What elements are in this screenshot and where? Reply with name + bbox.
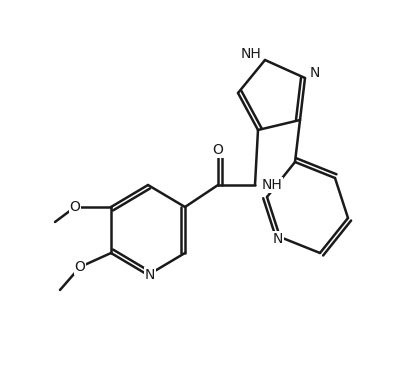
Text: NH: NH [240,47,261,61]
Text: N: N [145,268,155,282]
Text: O: O [74,260,85,274]
Text: O: O [212,143,223,157]
Text: N: N [310,66,320,80]
Text: N: N [273,232,283,246]
Text: NH: NH [262,178,283,192]
Text: O: O [70,200,80,214]
